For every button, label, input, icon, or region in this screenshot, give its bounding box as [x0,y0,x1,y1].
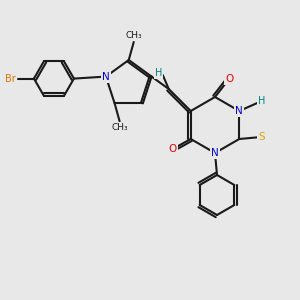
Text: O: O [169,144,177,154]
Text: N: N [211,148,219,158]
Text: N: N [102,72,110,82]
Text: H: H [258,96,265,106]
Text: CH₃: CH₃ [125,32,142,40]
Text: S: S [258,132,265,142]
Text: CH₃: CH₃ [111,123,128,132]
Text: N: N [236,106,243,116]
Text: Br: Br [4,74,15,84]
Text: O: O [225,74,233,84]
Text: H: H [155,68,162,78]
